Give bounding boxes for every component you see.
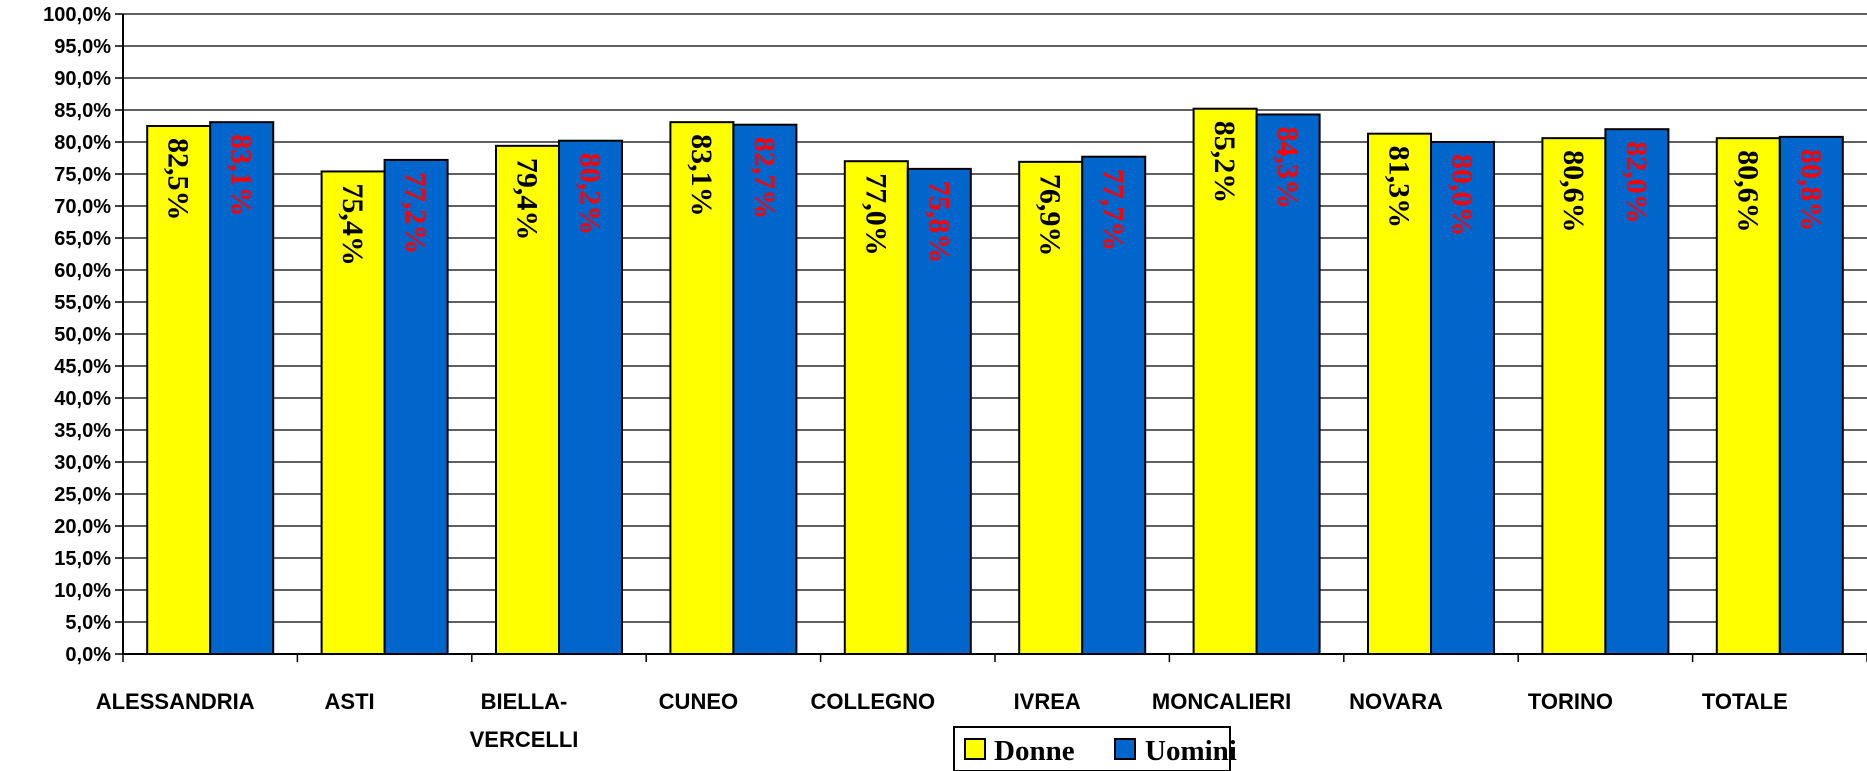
bar-uomini	[558, 139, 623, 656]
legend-box	[953, 726, 1231, 771]
y-tick-label: 80,0%	[54, 132, 111, 154]
legend: Donne Uomini	[953, 726, 1237, 771]
data-label-donne: 80,6%	[1557, 150, 1590, 233]
data-label-donne: 77,0%	[859, 173, 892, 256]
bar-donne	[495, 144, 560, 655]
category-label: MONCALIERI	[1152, 689, 1291, 714]
data-label-donne: 76,9%	[1034, 174, 1067, 257]
category-label: VERCELLI	[470, 727, 579, 752]
y-tick-label: 35,0%	[54, 420, 111, 442]
x-axis-categories: ALESSANDRIA ASTI BIELLA- VERCELLI CUNEO COLLE…	[96, 689, 1788, 752]
bars: 82,5% 75,4% 79,4% 83,1% 77,0% 76,9% 85,2% 81,3%…	[146, 107, 1844, 656]
legend-swatch-uomini	[1114, 738, 1136, 760]
category-label: COLLEGNO	[810, 689, 935, 714]
axes	[122, 14, 1867, 662]
bar-uomini	[1430, 141, 1495, 655]
category-label: IVREA	[1014, 689, 1081, 714]
y-tick-label: 25,0%	[54, 484, 111, 506]
category-label: TORINO	[1528, 689, 1613, 714]
legend-label-uomini: Uomini	[1145, 735, 1237, 767]
legend-swatch-donne	[964, 738, 986, 760]
y-tick-label: 30,0%	[54, 452, 111, 474]
category-label: BIELLA-	[481, 689, 568, 714]
data-label-donne: 80,6%	[1731, 150, 1764, 233]
bar-uomini	[1778, 135, 1844, 655]
bar-uomini	[732, 123, 798, 656]
bar-uomini	[1255, 113, 1321, 656]
data-label-donne: 85,2%	[1208, 121, 1241, 204]
data-label-uomini: 82,0%	[1620, 141, 1653, 224]
bar-donne	[669, 121, 735, 656]
bar-donne	[1367, 132, 1432, 655]
y-tick-label: 0,0%	[65, 644, 111, 666]
y-tick-label: 55,0%	[54, 292, 111, 314]
data-label-uomini: 77,7%	[1097, 169, 1130, 252]
y-tick-label: 20,0%	[54, 516, 111, 538]
data-label-uomini: 83,1%	[225, 134, 258, 217]
data-label-donne: 75,4%	[336, 183, 369, 266]
data-label-donne: 79,4%	[511, 158, 544, 241]
category-label: CUNEO	[659, 689, 738, 714]
y-tick-label: 50,0%	[54, 324, 111, 346]
y-tick-label: 45,0%	[54, 356, 111, 378]
y-tick-label: 65,0%	[54, 228, 111, 250]
y-tick-label: 95,0%	[54, 36, 111, 58]
y-tick-label: 10,0%	[54, 580, 111, 602]
data-label-uomini: 75,8%	[922, 181, 955, 264]
data-label-donne: 82,5%	[162, 138, 195, 221]
data-label-donne: 83,1%	[685, 134, 718, 217]
bar-uomini	[1081, 155, 1147, 655]
data-label-uomini: 84,3%	[1271, 126, 1304, 209]
data-label-uomini: 77,2%	[399, 172, 432, 255]
bar-uomini	[906, 167, 972, 655]
category-label: TOTALE	[1702, 689, 1788, 714]
y-axis-ticks: 0,0% 5,0% 10,0% 15,0% 20,0% 25,0% 30,0% 35,0% 40…	[43, 4, 123, 666]
category-label: ALESSANDRIA	[96, 689, 255, 714]
y-tick-label: 90,0%	[54, 68, 111, 90]
data-label-donne: 81,3%	[1383, 146, 1416, 229]
data-label-uomini: 80,2%	[574, 153, 607, 236]
data-label-uomini: 80,8%	[1794, 149, 1827, 232]
category-label: NOVARA	[1349, 689, 1443, 714]
bar-donne	[843, 160, 909, 655]
y-tick-label: 5,0%	[65, 612, 111, 634]
legend-label-donne: Donne	[994, 735, 1075, 767]
bar-donne	[1018, 160, 1084, 655]
y-tick-label: 85,0%	[54, 100, 111, 122]
bar-donne	[320, 170, 386, 655]
y-tick-label: 60,0%	[54, 260, 111, 282]
y-tick-label: 70,0%	[54, 196, 111, 218]
bar-donne	[1192, 107, 1258, 656]
y-tick-label: 15,0%	[54, 548, 111, 570]
bar-uomini	[209, 121, 275, 656]
category-label: ASTI	[325, 689, 375, 714]
y-tick-label: 75,0%	[54, 164, 111, 186]
bar-donne	[1541, 137, 1607, 656]
y-tick-label: 100,0%	[43, 4, 111, 26]
data-label-uomini: 82,7%	[748, 137, 781, 220]
data-label-uomini: 80,0%	[1446, 154, 1479, 237]
bar-uomini	[383, 158, 449, 655]
y-tick-label: 40,0%	[54, 388, 111, 410]
